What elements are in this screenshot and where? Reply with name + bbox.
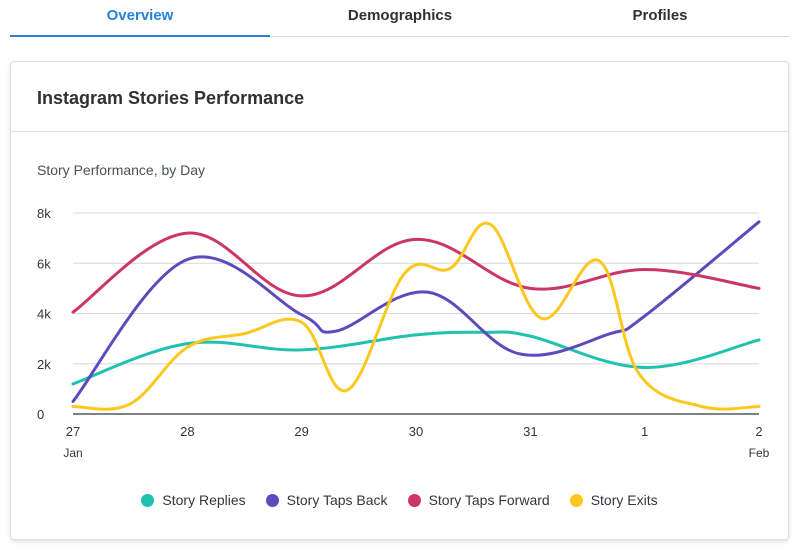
legend-swatch [265,493,279,507]
tab-demographics[interactable]: Demographics [347,7,453,24]
legend-label: Story Taps Forward [428,492,550,508]
tab-profiles[interactable]: Profiles [632,7,688,24]
legend-label: Story Replies [162,492,246,508]
x-tick-sublabel: Feb [749,446,770,460]
y-tick-label: 2k [37,357,51,372]
tab-overview[interactable]: Overview [10,0,270,37]
x-tick-label: 29 [294,424,308,439]
legend-swatch [141,493,155,507]
tab-bar: Overview Demographics Profiles [10,0,790,37]
series-line-story-taps-forward[interactable] [71,231,761,314]
x-tick-label: 30 [409,424,423,439]
y-tick-label: 4k [37,307,51,322]
x-tick-label: 27 [66,424,80,439]
x-tick-label: 2 [755,424,762,439]
legend-label: Story Exits [590,492,658,508]
y-tick-label: 8k [37,206,51,221]
legend-item-story-exits[interactable]: Story Exits [569,489,658,511]
chart-subtitle: Story Performance, by Day [37,162,206,178]
series-line-story-exits[interactable] [71,221,761,411]
legend-item-story-replies[interactable]: Story Replies [141,489,246,511]
series-line-story-taps-back[interactable] [71,220,761,403]
x-tick-label: 28 [180,424,194,439]
card-title: Instagram Stories Performance [37,88,305,108]
legend-swatch [569,493,583,507]
y-tick-label: 6k [37,256,51,271]
line-chart: 0 2k 4k 6k 8k 27 Jan 28 29 30 31 1 2 Feb [37,206,770,460]
x-tick-label: 31 [523,424,537,439]
legend-item-story-taps-back[interactable]: Story Taps Back [265,489,388,511]
x-tick-sublabel: Jan [63,446,82,460]
card-header: Instagram Stories Performance [11,62,788,132]
y-tick-label: 0 [37,407,44,422]
x-tick-label: 1 [641,424,648,439]
legend-swatch [407,493,421,507]
chart-legend: Story Replies Story Taps Back Story Taps F… [11,489,788,511]
series-line-story-replies[interactable] [71,330,761,386]
legend-label: Story Taps Back [286,492,388,508]
stories-performance-card: Instagram Stories Performance Story Perf… [10,61,789,540]
legend-item-story-taps-forward[interactable]: Story Taps Forward [407,489,550,511]
